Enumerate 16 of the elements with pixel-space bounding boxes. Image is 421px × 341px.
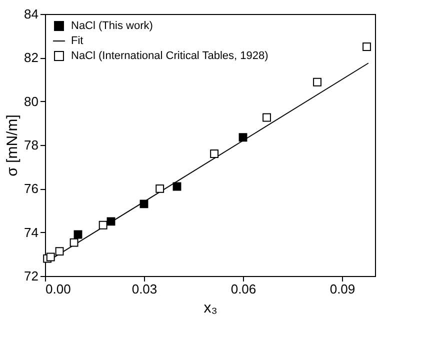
y-tick-label: 82 xyxy=(24,50,38,66)
y-tick-label: 72 xyxy=(24,268,38,284)
x-tick-label: 0.03 xyxy=(132,282,158,296)
y-tick-label: 76 xyxy=(24,181,38,196)
x-tick-label: 0.09 xyxy=(330,282,356,296)
x-tick-label: 0.00 xyxy=(46,282,71,296)
legend-label: Fit xyxy=(71,35,84,47)
y-tick-label: 74 xyxy=(24,224,38,240)
y-tick-label: 80 xyxy=(24,94,38,109)
legend-label: NaCl (This work) xyxy=(71,20,153,32)
x-tick-label: 0.06 xyxy=(230,282,256,296)
x-axis-title: x₃ xyxy=(204,300,218,316)
y-axis-title: σ [mN/m] xyxy=(4,114,22,176)
y-tick-label: 84 xyxy=(24,6,38,22)
y-tick-label: 78 xyxy=(24,138,38,152)
legend-label: NaCl (International Critical Tables, 1928) xyxy=(71,50,268,62)
